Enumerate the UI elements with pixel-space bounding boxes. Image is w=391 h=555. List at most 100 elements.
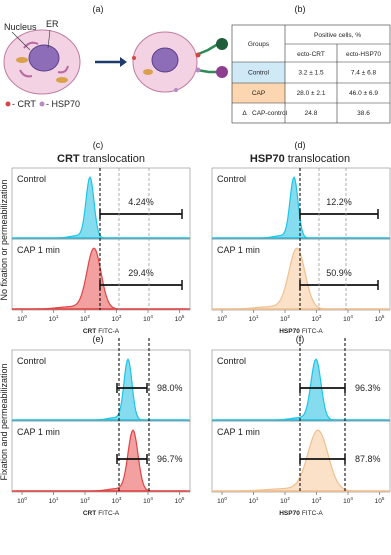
plot-frame: [211, 238, 391, 311]
tick-base: 10: [49, 316, 57, 323]
table-header: Groups: [248, 41, 270, 48]
tick-exponent: 4: [350, 496, 353, 501]
tick-exponent: 2: [87, 496, 90, 501]
tick-base: 10: [17, 498, 25, 505]
axis-marker: HSP70: [279, 328, 300, 335]
x-tick-label: 100: [17, 314, 27, 323]
panel-label: (a): [93, 4, 104, 14]
gate-percent: 98.0%: [157, 383, 183, 393]
tick-exponent: 5: [382, 496, 385, 501]
tick-base: 10: [280, 316, 288, 323]
plot-frame: [11, 238, 191, 311]
tick-base: 10: [143, 316, 151, 323]
x-tick-label: 101: [49, 314, 59, 323]
table-header: ecto-HSP70: [346, 51, 381, 58]
er-label: ER: [46, 19, 59, 29]
tick-base: 10: [80, 498, 88, 505]
tick-base: 10: [175, 316, 183, 323]
tick-exponent: 1: [256, 314, 259, 319]
tick-base: 10: [249, 498, 257, 505]
axis-suffix: FITC-A: [98, 510, 120, 517]
tick-exponent: 1: [56, 314, 59, 319]
tick-exponent: 5: [382, 314, 385, 319]
tick-base: 10: [143, 498, 151, 505]
gate-percent: 87.8%: [355, 454, 381, 464]
gate-percent: 96.7%: [157, 454, 183, 464]
axis-marker: CRT: [83, 328, 96, 335]
tick-base: 10: [217, 498, 225, 505]
gate-percent: 96.3%: [355, 383, 381, 393]
sample-label: Control: [217, 356, 246, 366]
plot-frame: [11, 420, 191, 493]
table-cell: 3.2 ± 1.5: [298, 70, 324, 77]
x-tick-label: 100: [217, 314, 227, 323]
table-border: [231, 24, 391, 124]
tick-base: 10: [17, 316, 25, 323]
axis-marker: CRT: [83, 510, 96, 517]
x-tick-label: 105: [175, 314, 185, 323]
tick-exponent: 4: [150, 314, 153, 319]
table-subscript: CAP-control: [252, 110, 288, 117]
x-tick-label: 101: [249, 314, 259, 323]
x-tick-label: 105: [375, 496, 385, 505]
panel-label: (e): [93, 334, 104, 344]
gate-percent: 12.2%: [326, 197, 352, 207]
tick-exponent: 0: [24, 314, 27, 319]
x-tick-label: 100: [17, 496, 27, 505]
histogram: [15, 247, 186, 310]
tick-base: 10: [80, 316, 88, 323]
axis-suffix: FITC-A: [302, 510, 324, 517]
x-tick-label: 103: [112, 496, 122, 505]
x-axis-title: CRT FITC-A: [83, 328, 120, 335]
x-tick-label: 102: [80, 314, 90, 323]
title-bold: CRT: [57, 153, 80, 165]
tick-base: 10: [175, 498, 183, 505]
tick-exponent: 3: [319, 314, 322, 319]
sample-label: Control: [17, 174, 46, 184]
x-tick-label: 102: [280, 496, 290, 505]
x-tick-label: 102: [80, 496, 90, 505]
table-cell: Control: [248, 70, 270, 77]
legend-crt: - CRT: [12, 99, 36, 109]
x-tick-label: 104: [143, 314, 153, 323]
x-tick-label: 105: [175, 496, 185, 505]
tick-exponent: 0: [224, 314, 227, 319]
title-bold: HSP70: [250, 153, 285, 165]
tick-exponent: 1: [256, 496, 259, 501]
tick-base: 10: [217, 316, 225, 323]
sample-label: CAP 1 min: [17, 245, 60, 255]
sample-label: Control: [17, 356, 46, 366]
table-cell: 24.8: [305, 110, 318, 117]
table-cell: CAP: [252, 90, 265, 97]
tick-exponent: 3: [119, 314, 122, 319]
table-cell: Δ: [242, 110, 247, 117]
x-tick-label: 101: [249, 496, 259, 505]
tick-base: 10: [112, 498, 120, 505]
tick-base: 10: [312, 316, 320, 323]
x-tick-label: 105: [375, 314, 385, 323]
x-axis-title: HSP70 FITC-A: [279, 510, 323, 517]
gate-percent: 4.24%: [128, 197, 154, 207]
tick-base: 10: [312, 498, 320, 505]
x-tick-label: 101: [49, 496, 59, 505]
sample-label: CAP 1 min: [217, 427, 260, 437]
table-cell-bg: [232, 62, 285, 83]
tick-base: 10: [280, 498, 288, 505]
x-axis-title: HSP70 FITC-A: [279, 328, 323, 335]
table-cell: 46.0 ± 6.9: [349, 90, 378, 97]
x-axis-title: CRT FITC-A: [83, 510, 120, 517]
table-cell: 28.0 ± 2.1: [297, 90, 326, 97]
tick-exponent: 0: [224, 496, 227, 501]
tick-exponent: 5: [182, 496, 185, 501]
x-tick-label: 103: [312, 314, 322, 323]
sample-label: Control: [217, 174, 246, 184]
x-tick-label: 104: [343, 314, 353, 323]
panel-title: CRT translocation: [57, 153, 145, 165]
table-cell-bg: [232, 83, 285, 103]
histogram: [215, 247, 386, 310]
panel-label: (c): [93, 140, 104, 150]
cell-illustration: [3, 29, 228, 107]
axis-suffix: FITC-A: [98, 328, 120, 335]
tick-exponent: 2: [87, 314, 90, 319]
